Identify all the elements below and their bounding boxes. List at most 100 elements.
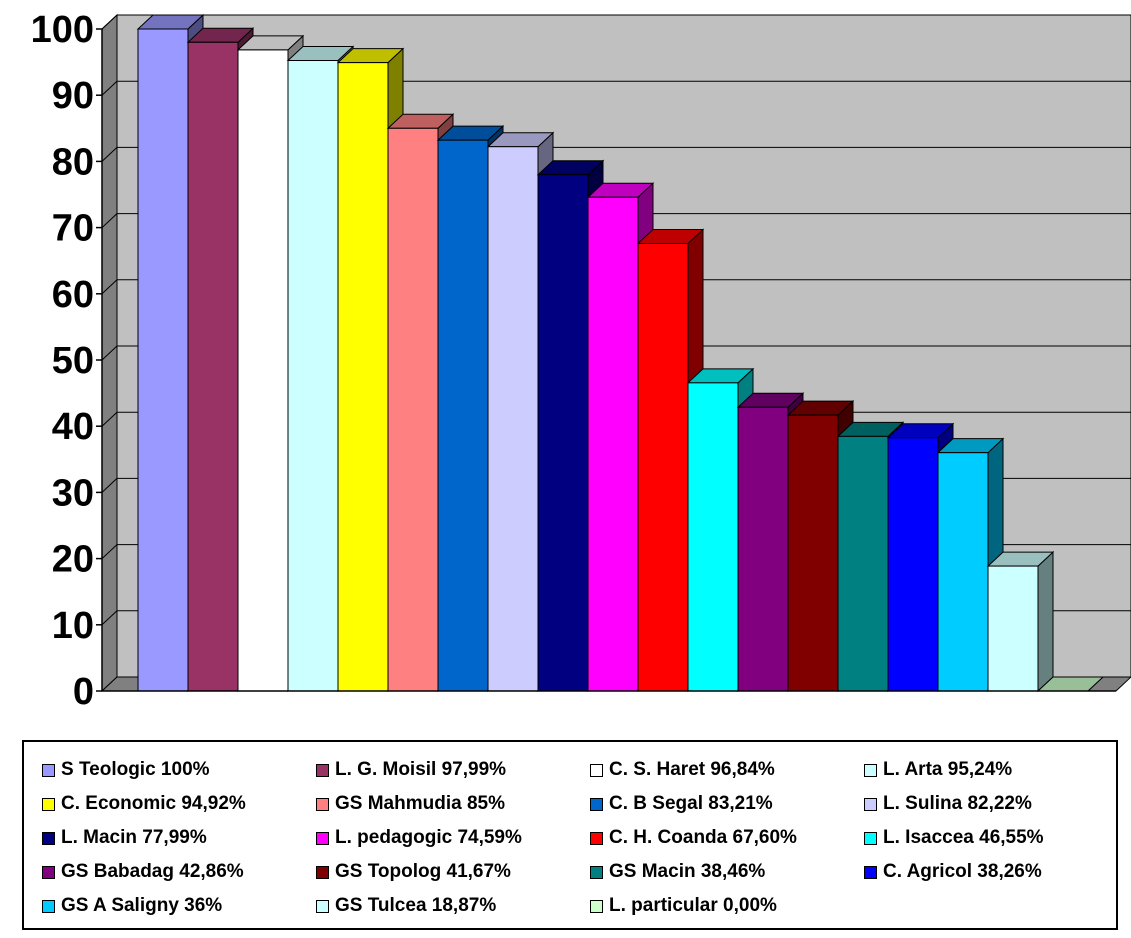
bar-front: [237, 49, 289, 692]
legend-swatch: [864, 831, 877, 845]
legend-item: L. Macin 77,99%: [42, 827, 207, 849]
legend-label: GS Macin 38,46%: [609, 861, 766, 882]
legend-item: GS A Saligny 36%: [42, 895, 222, 917]
legend-swatch: [316, 763, 329, 777]
legend-item: C. Agricol 38,26%: [864, 861, 1042, 883]
bar-chart: 0 10 20 30 40 50 60 70 80 90 100: [31, 9, 1131, 713]
legend-item: GS Babadag 42,86%: [42, 861, 244, 883]
legend-swatch: [42, 763, 55, 777]
bar-front: [587, 196, 639, 692]
legend-swatch: [590, 763, 603, 777]
legend-item: L. Arta 95,24%: [864, 759, 1012, 781]
legend-label: L. Macin 77,99%: [61, 827, 207, 848]
legend-label: GS Babadag 42,86%: [61, 861, 244, 882]
gridline: [101, 478, 118, 493]
gridline: [101, 14, 118, 30]
legend-swatch: [316, 899, 329, 913]
legend-item: GS Mahmudia 85%: [316, 793, 505, 815]
legend-item: GS Topolog 41,67%: [316, 861, 511, 883]
legend-label: L. Arta 95,24%: [883, 759, 1013, 780]
legend-item: L. G. Moisil 97,99%: [316, 759, 506, 781]
legend-swatch: [590, 797, 603, 811]
legend-item: S Teologic 100%: [42, 759, 210, 781]
bar-front: [487, 146, 539, 692]
legend-label: L. Isaccea 46,55%: [883, 827, 1044, 848]
bar-front: [187, 41, 239, 692]
gridline: [101, 80, 118, 96]
legend-item: GS Macin 38,46%: [590, 861, 765, 883]
legend-label: GS A Saligny 36%: [61, 895, 223, 916]
legend-swatch: [42, 865, 55, 879]
bar-front: [137, 28, 189, 692]
bar-front: [987, 565, 1039, 692]
legend-label: C. H. Coanda 67,60%: [609, 827, 797, 848]
bar-front: [637, 242, 689, 692]
legend-item: C. B Segal 83,21%: [590, 793, 773, 815]
legend-label: L. Sulina 82,22%: [883, 793, 1032, 814]
bar-front: [887, 437, 939, 692]
legend-label: C. S. Haret 96,84%: [609, 759, 775, 780]
gridline: [101, 411, 118, 427]
legend-item: C. H. Coanda 67,60%: [590, 827, 797, 849]
legend-swatch: [590, 899, 603, 913]
legend-label: S Teologic 100%: [61, 759, 210, 780]
legend-item: L. pedagogic 74,59%: [316, 827, 522, 849]
bar: [336, 47, 405, 693]
gridline: [101, 213, 118, 228]
gridline: [101, 147, 118, 162]
gridline: [101, 345, 118, 361]
bar-front: [837, 435, 889, 692]
y-tick-label: 0: [73, 671, 94, 713]
legend-item: C. S. Haret 96,84%: [590, 759, 775, 781]
legend-swatch: [316, 797, 329, 811]
legend-item: GS Tulcea 18,87%: [316, 895, 496, 917]
y-tick-label: 90: [52, 75, 94, 117]
legend-label: C. B Segal 83,21%: [609, 793, 773, 814]
legend-label: GS Tulcea 18,87%: [335, 895, 497, 916]
y-tick-label: 30: [52, 472, 94, 514]
legend-label: GS Topolog 41,67%: [335, 861, 511, 882]
bar-front: [387, 127, 439, 692]
bar: [986, 550, 1055, 693]
y-tick-label: 50: [52, 340, 94, 382]
legend-swatch: [316, 831, 329, 845]
bar-front: [737, 406, 789, 692]
bars: [136, 13, 1105, 693]
legend-swatch: [590, 831, 603, 845]
gridline: [101, 544, 118, 559]
legend-label: C. Agricol 38,26%: [883, 861, 1042, 882]
bar-front: [687, 382, 739, 692]
bar-front: [287, 60, 339, 692]
legend-item: C. Economic 94,92%: [42, 793, 246, 815]
legend-swatch: [42, 899, 55, 913]
bar-front: [437, 139, 489, 692]
bar: [636, 228, 705, 693]
y-tick-label: 20: [52, 539, 94, 581]
legend-label: GS Mahmudia 85%: [335, 793, 505, 814]
legend-label: L. particular 0,00%: [609, 895, 777, 916]
legend-label: L. pedagogic 74,59%: [335, 827, 522, 848]
legend-swatch: [316, 865, 329, 879]
gridline: [101, 279, 118, 295]
legend-swatch: [42, 831, 55, 845]
bar-front: [337, 62, 389, 692]
legend: S Teologic 100% L. G. Moisil 97,99% C. S. …: [22, 740, 1118, 930]
legend-swatch: [864, 865, 877, 879]
legend-label: C. Economic 94,92%: [61, 793, 246, 814]
y-tick-label: 40: [52, 406, 94, 448]
legend-item: L. particular 0,00%: [590, 895, 777, 917]
bar-front: [537, 174, 589, 692]
bar-front: [937, 452, 989, 692]
y-tick-label: 10: [52, 605, 94, 647]
legend-swatch: [864, 763, 877, 777]
legend-swatch: [42, 797, 55, 811]
y-tick-label: 60: [52, 274, 94, 316]
y-axis: 0 10 20 30 40 50 60 70 80 90 100: [31, 9, 102, 713]
gridline: [101, 610, 118, 626]
y-tick-label: 100: [31, 9, 94, 51]
bar-front: [787, 414, 839, 692]
legend-swatch: [590, 865, 603, 879]
legend-label: L. G. Moisil 97,99%: [335, 759, 507, 780]
legend-item: L. Isaccea 46,55%: [864, 827, 1044, 849]
legend-item: L. Sulina 82,22%: [864, 793, 1032, 815]
